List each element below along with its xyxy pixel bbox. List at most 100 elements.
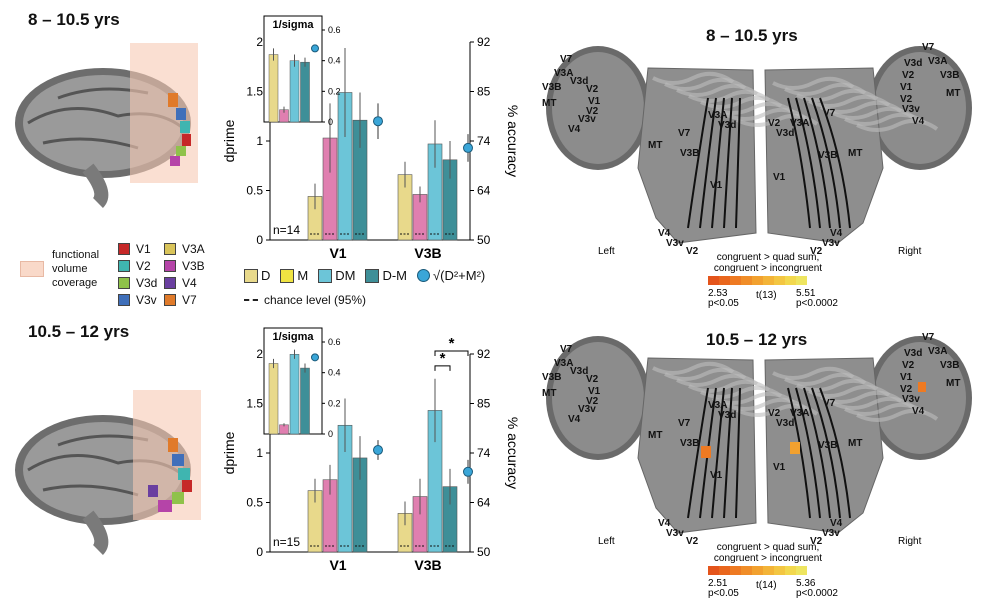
flat-label-right-v7: V7 [823, 108, 836, 119]
flatmap-title-top: 8 – 10.5 yrs [706, 26, 798, 45]
flat-label-right-v2: V2 [810, 246, 823, 257]
area-label-right-v1: V1 [900, 82, 913, 93]
y2-tick-label: 74 [477, 446, 491, 460]
y-axis-label: dprime [221, 431, 237, 474]
y2-axis-label: % accuracy [505, 417, 520, 489]
area-label-left-v2: V2 [586, 106, 599, 117]
y2-axis-label: % accuracy [505, 105, 520, 177]
sulcus [712, 391, 795, 405]
area-label-right-v3d: V3d [904, 58, 922, 69]
sagittal-brain-top [15, 43, 198, 208]
area-label-left-v1: V1 [588, 96, 601, 107]
colorbar-p-min: p<0.05 [708, 588, 739, 599]
roi-v3v: V3v [118, 291, 164, 308]
area-label-left-v7: V7 [560, 344, 573, 355]
colorbar-cell [730, 276, 741, 285]
area-label-left-v3b: V3B [542, 82, 561, 93]
coverage-swatch [20, 261, 44, 277]
inset-tick-label: 0 [328, 429, 333, 439]
y-tick-label: 2 [256, 35, 263, 49]
area-boundary [699, 97, 717, 229]
sulcus [796, 378, 879, 392]
legend-swatch-m [280, 268, 295, 283]
area-label-right-v3b: V3B [940, 360, 959, 371]
legend-label-quad: √(D²+M²) [433, 268, 486, 283]
sulcus [688, 379, 771, 393]
inset-title: 1/sigma [273, 19, 315, 31]
area-label-right-v1: V1 [900, 372, 913, 383]
left-hemisphere-inner [552, 52, 644, 164]
area-label-left-v1: V1 [588, 386, 601, 397]
y-tick-label: 0 [256, 545, 263, 559]
area-label-left-v3v: V3v [578, 404, 596, 415]
colorbar-cell [774, 566, 785, 575]
sulcus [652, 71, 735, 85]
inset-bar-d-m [300, 367, 310, 435]
roi-v7: V7 [164, 291, 210, 308]
right-hemisphere-inner [874, 342, 966, 454]
y-tick-label: 1 [256, 446, 263, 460]
colorbar-title-1: congruent > quad sum, [717, 252, 820, 263]
colorbar-cell [796, 566, 807, 575]
flat-label-left-v1: V1 [710, 470, 723, 481]
flat-label-left-v3v: V3v [666, 238, 684, 249]
roi-v4: V4 [164, 274, 210, 291]
coverage-label-3: coverage [52, 277, 98, 289]
colorbar-cell [752, 566, 763, 575]
legend-label-dm: DM [335, 268, 356, 283]
flat-label-right-v2: V2 [768, 408, 781, 419]
sulcus [832, 396, 915, 410]
y-tick-label: 0 [256, 233, 263, 247]
activation-blob-right [790, 442, 800, 454]
flatmap-title-bottom: 10.5 – 12 yrs [706, 330, 808, 349]
flat-label-right-v3a: V3A [790, 118, 809, 129]
area-label-left-v3a: V3A [554, 358, 573, 369]
area-label-right-mt: MT [946, 378, 960, 389]
sulcus [664, 77, 747, 91]
sulcus [700, 385, 783, 399]
area-label-left-v3b: V3B [542, 372, 561, 383]
sulcus [856, 118, 939, 132]
flat-label-right-v2: V2 [768, 118, 781, 129]
area-label-right-v7: V7 [922, 332, 935, 343]
legend-swatch-dm [318, 268, 333, 283]
sulcus [796, 88, 879, 102]
panel-title-bottom: 10.5 – 12 yrs [28, 322, 130, 341]
area-boundary [787, 97, 811, 229]
x-tick-label: V1 [329, 557, 346, 573]
activation-blob-hemi [918, 382, 926, 392]
y2-tick-label: 74 [477, 134, 491, 148]
flatmap-top: V7V3AV3dV2V1V2V3vV4V3BMTV7V3AV3dV2V1V2V3… [542, 42, 972, 309]
inset-quad-point [311, 353, 319, 362]
hemisphere-left-label: Left [598, 246, 615, 257]
sulcus [676, 373, 759, 387]
n-label: n=14 [273, 223, 300, 237]
flat-label-right-mt: MT [848, 148, 862, 159]
flat-label-right-v3d: V3d [776, 128, 794, 139]
roi-v1: V1 [118, 240, 164, 257]
sulcus [784, 372, 867, 386]
area-boundary [795, 97, 821, 229]
area-boundary [687, 97, 709, 229]
sulcus [784, 82, 867, 96]
flat-label-left-v2: V2 [686, 536, 699, 547]
colorbar-cell [785, 276, 796, 285]
coverage-label-2: volume [52, 263, 88, 275]
flat-label-right-v1: V1 [773, 462, 786, 473]
inset-tick-label: 0.4 [328, 56, 341, 66]
area-label-right-v2: V2 [900, 384, 913, 395]
sulcus [808, 384, 891, 398]
sulcus [688, 89, 771, 103]
flat-label-left-v1: V1 [710, 180, 723, 191]
area-boundary [811, 387, 841, 519]
flatmap-bottom: V7V3AV3dV2V1V2V3vV4V3BMTV7V3AV3dV2V1V2V3… [542, 332, 972, 599]
sulcus [676, 83, 759, 97]
area-label-left-mt: MT [542, 98, 556, 109]
area-label-right-v3d: V3d [904, 348, 922, 359]
inset-tick-label: 0.2 [328, 86, 341, 96]
flat-label-right-v4: V4 [830, 228, 843, 239]
flat-label-left-v7: V7 [678, 418, 691, 429]
panel-title-top: 8 – 10.5 yrs [28, 10, 120, 29]
y-tick-label: 1.5 [246, 85, 263, 99]
colorbar-cell [796, 276, 807, 285]
